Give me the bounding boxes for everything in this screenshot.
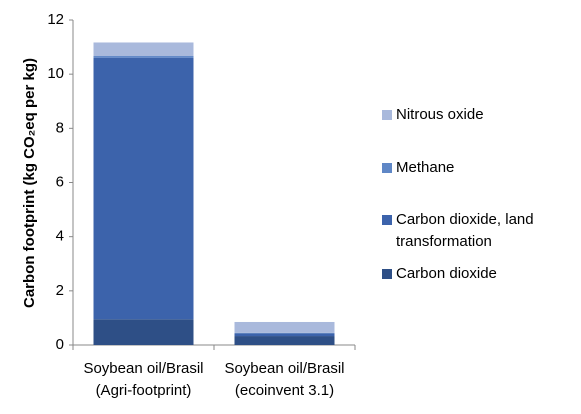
- legend-label: Carbon dioxide: [396, 265, 497, 282]
- y-tick-label: 10: [47, 65, 64, 82]
- bar-segment: [93, 319, 194, 345]
- y-tick-label: 8: [56, 119, 64, 136]
- bar-segment: [234, 336, 335, 345]
- y-tick-label: 6: [56, 173, 64, 190]
- x-tick-label: Soybean oil/Brasil: [224, 360, 344, 377]
- x-tick-label: (ecoinvent 3.1): [235, 382, 334, 399]
- bar-segment: [93, 57, 194, 320]
- bar-segment: [93, 56, 194, 58]
- legend-label: Methane: [396, 159, 455, 176]
- legend-swatch: [382, 269, 392, 279]
- legend-label: Carbon dioxide, land transformation: [396, 211, 534, 250]
- legend-swatch: [382, 215, 392, 225]
- x-tick-label: Soybean oil/Brasil: [83, 360, 203, 377]
- y-tick-label: 2: [56, 282, 64, 299]
- y-axis-label: Carbon footprint (kg CO₂eq per kg): [21, 58, 38, 308]
- x-tick-label: (Agri-footprint): [96, 382, 192, 399]
- y-tick-label: 12: [47, 11, 64, 28]
- y-tick-label: 4: [56, 228, 64, 245]
- bar-segment: [234, 332, 335, 334]
- legend-swatch: [382, 163, 392, 173]
- legend-label: Nitrous oxide: [396, 106, 484, 123]
- bar-segment: [234, 333, 335, 337]
- legend-swatch: [382, 110, 392, 120]
- y-tick-label: 0: [56, 336, 64, 353]
- bar-segment: [93, 42, 194, 57]
- bar-segment: [234, 321, 335, 333]
